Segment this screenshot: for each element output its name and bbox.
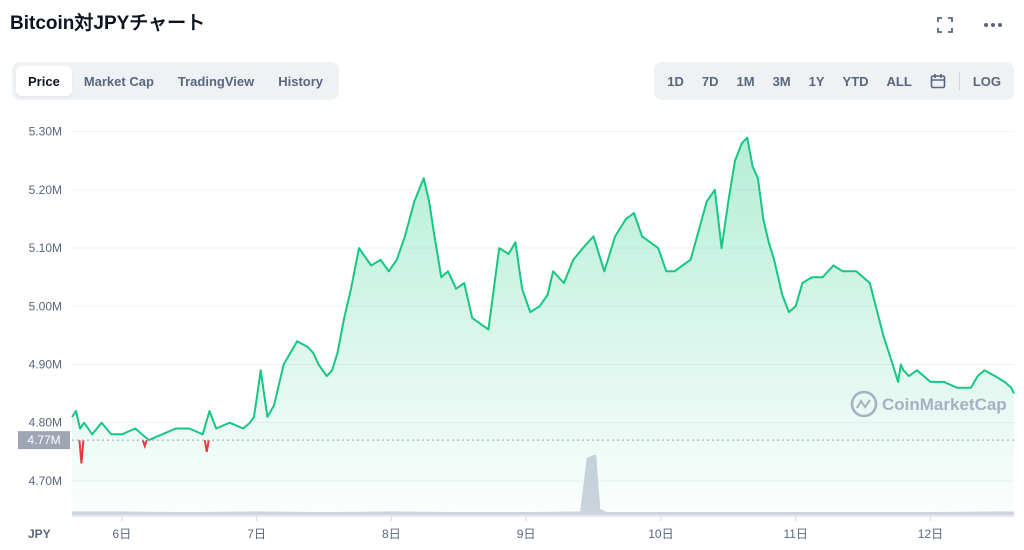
tab-tradingview[interactable]: TradingView: [177, 73, 255, 89]
current-price-label: 4.77M: [27, 433, 60, 447]
chart-toolbar: [934, 14, 1004, 36]
watermark-text: CoinMarketCap: [882, 395, 1007, 414]
down-spike: [203, 439, 210, 452]
x-tick-label: 12日: [918, 527, 943, 541]
range-1y[interactable]: 1Y: [808, 73, 825, 89]
range-1d[interactable]: 1D: [667, 73, 684, 89]
y-tick-label: 4.90M: [29, 357, 62, 371]
range-7d[interactable]: 7D: [701, 73, 719, 89]
current-price-marker: 4.77M: [18, 431, 1014, 450]
y-tick-label: 5.00M: [29, 299, 62, 313]
page-title: Bitcoin対JPYチャート: [10, 13, 206, 34]
time-range-selector: 1D 7D 1M 3M 1Y YTD ALL LOG: [654, 62, 1014, 100]
down-spikes: [78, 439, 210, 464]
down-spike: [78, 440, 85, 464]
expand-icon[interactable]: [934, 14, 956, 36]
x-tick-label: 6日: [113, 527, 132, 541]
tab-price[interactable]: Price: [16, 66, 72, 96]
x-tick-label: 11日: [783, 527, 807, 541]
y-tick-label: 5.30M: [29, 125, 62, 139]
cmc-logo-mark: [856, 399, 871, 409]
y-tick-label: 4.70M: [29, 474, 62, 488]
price-chart[interactable]: 4.70M 4.80M 4.90M 5.00M 5.10M 5.20M 5.30M 4.77…: [0, 110, 1024, 550]
calendar-icon[interactable]: [921, 66, 955, 96]
x-tick-label: 10日: [648, 527, 673, 541]
x-tick-label: 7日: [247, 527, 266, 541]
current-price-badge: [18, 431, 70, 450]
more-horizontal-icon[interactable]: [982, 14, 1004, 36]
range-3m[interactable]: 3M: [772, 73, 791, 89]
down-spike: [141, 439, 148, 450]
y-axis: 4.70M 4.80M 4.90M 5.00M 5.10M 5.20M 5.30M: [29, 125, 62, 488]
price-area-fill: [72, 137, 1014, 510]
range-divider: [958, 72, 960, 90]
x-tick-label: 8日: [382, 527, 401, 541]
x-axis: JPY 6日 7日 8日 9日 10日 11日 12日: [28, 515, 1014, 541]
price-area: [71, 136, 1015, 510]
price-line: [71, 136, 1015, 442]
tab-history[interactable]: History: [278, 73, 324, 89]
log-scale-toggle[interactable]: LOG: [972, 73, 1001, 89]
tab-market-cap[interactable]: Market Cap: [83, 73, 154, 89]
x-tick-label: 9日: [517, 527, 536, 541]
range-all[interactable]: ALL: [886, 73, 912, 89]
y-tick-label: 5.20M: [29, 183, 62, 197]
range-ytd[interactable]: YTD: [842, 73, 869, 89]
range-1m[interactable]: 1M: [736, 73, 755, 89]
cmc-logo-icon: [850, 390, 878, 418]
chart-tabs: Price Market Cap TradingView History: [12, 62, 340, 100]
watermark: CoinMarketCap: [850, 390, 1007, 418]
x-axis-unit: JPY: [28, 527, 51, 541]
y-tick-label: 5.10M: [29, 241, 62, 255]
y-tick-label: 4.80M: [29, 416, 62, 430]
